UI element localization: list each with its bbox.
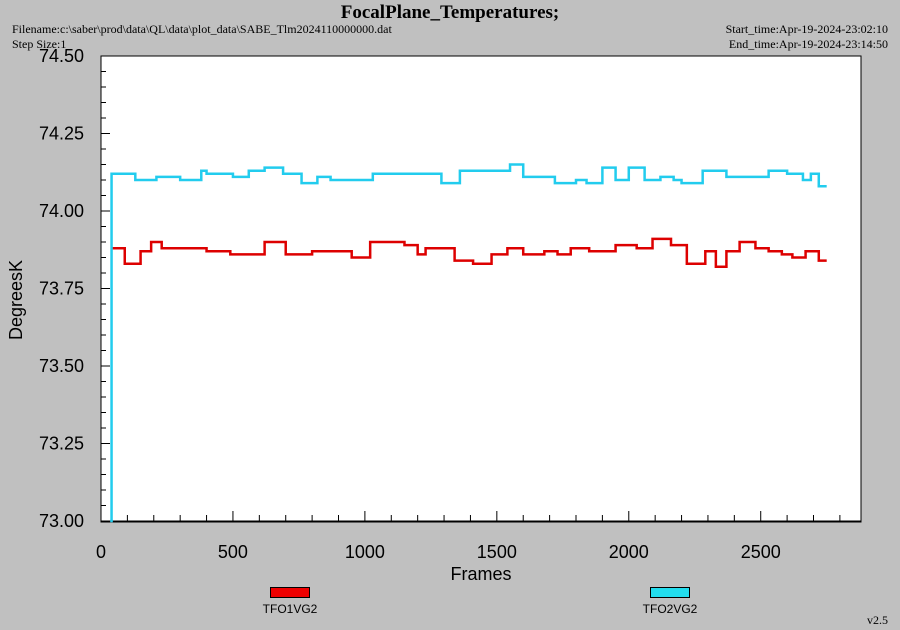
end-time-label: End_time:Apr-19-2024-23:14:50: [728, 37, 888, 51]
y-tick-label: 74.00: [39, 201, 84, 221]
y-tick-label: 73.25: [39, 434, 84, 454]
start-time-label: Start_time:Apr-19-2024-23:02:10: [725, 22, 888, 36]
y-axis-label: DegreesK: [6, 260, 26, 340]
filename-label: Filename:c:\saber\prod\data\QL\data\plot…: [12, 22, 392, 36]
x-tick-label: 500: [218, 542, 248, 562]
x-tick-label: 1500: [477, 542, 517, 562]
x-tick-label: 2500: [741, 542, 781, 562]
y-tick-label: 74.50: [39, 46, 84, 66]
version-label: v2.5: [867, 613, 888, 627]
x-tick-label: 1000: [345, 542, 385, 562]
legend-swatch-tfo1vg2: [270, 587, 310, 598]
y-tick-label: 73.50: [39, 356, 84, 376]
chart-title: FocalPlane_Temperatures;: [340, 2, 560, 23]
legend-label-tfo1vg2: TFO1VG2: [262, 602, 318, 616]
step-size-label: Step Size:1: [12, 37, 67, 51]
x-axis-label: Frames: [450, 564, 511, 584]
legend-label-tfo2vg2: TFO2VG2: [642, 602, 698, 616]
x-tick-label: 2000: [609, 542, 649, 562]
y-tick-label: 73.75: [39, 279, 84, 299]
legend-item-tfo1vg2: TFO1VG2: [230, 587, 350, 616]
legend-item-tfo2vg2: TFO2VG2: [610, 587, 730, 616]
y-tick-label: 73.00: [39, 511, 84, 531]
y-tick-label: 74.25: [39, 124, 84, 144]
series-line-tfo1vg2: [111, 237, 827, 269]
x-tick-label: 0: [96, 542, 106, 562]
series-line-tfo2vg2: [110, 163, 827, 523]
legend-swatch-tfo2vg2: [650, 587, 690, 598]
plot-area: [100, 55, 862, 523]
